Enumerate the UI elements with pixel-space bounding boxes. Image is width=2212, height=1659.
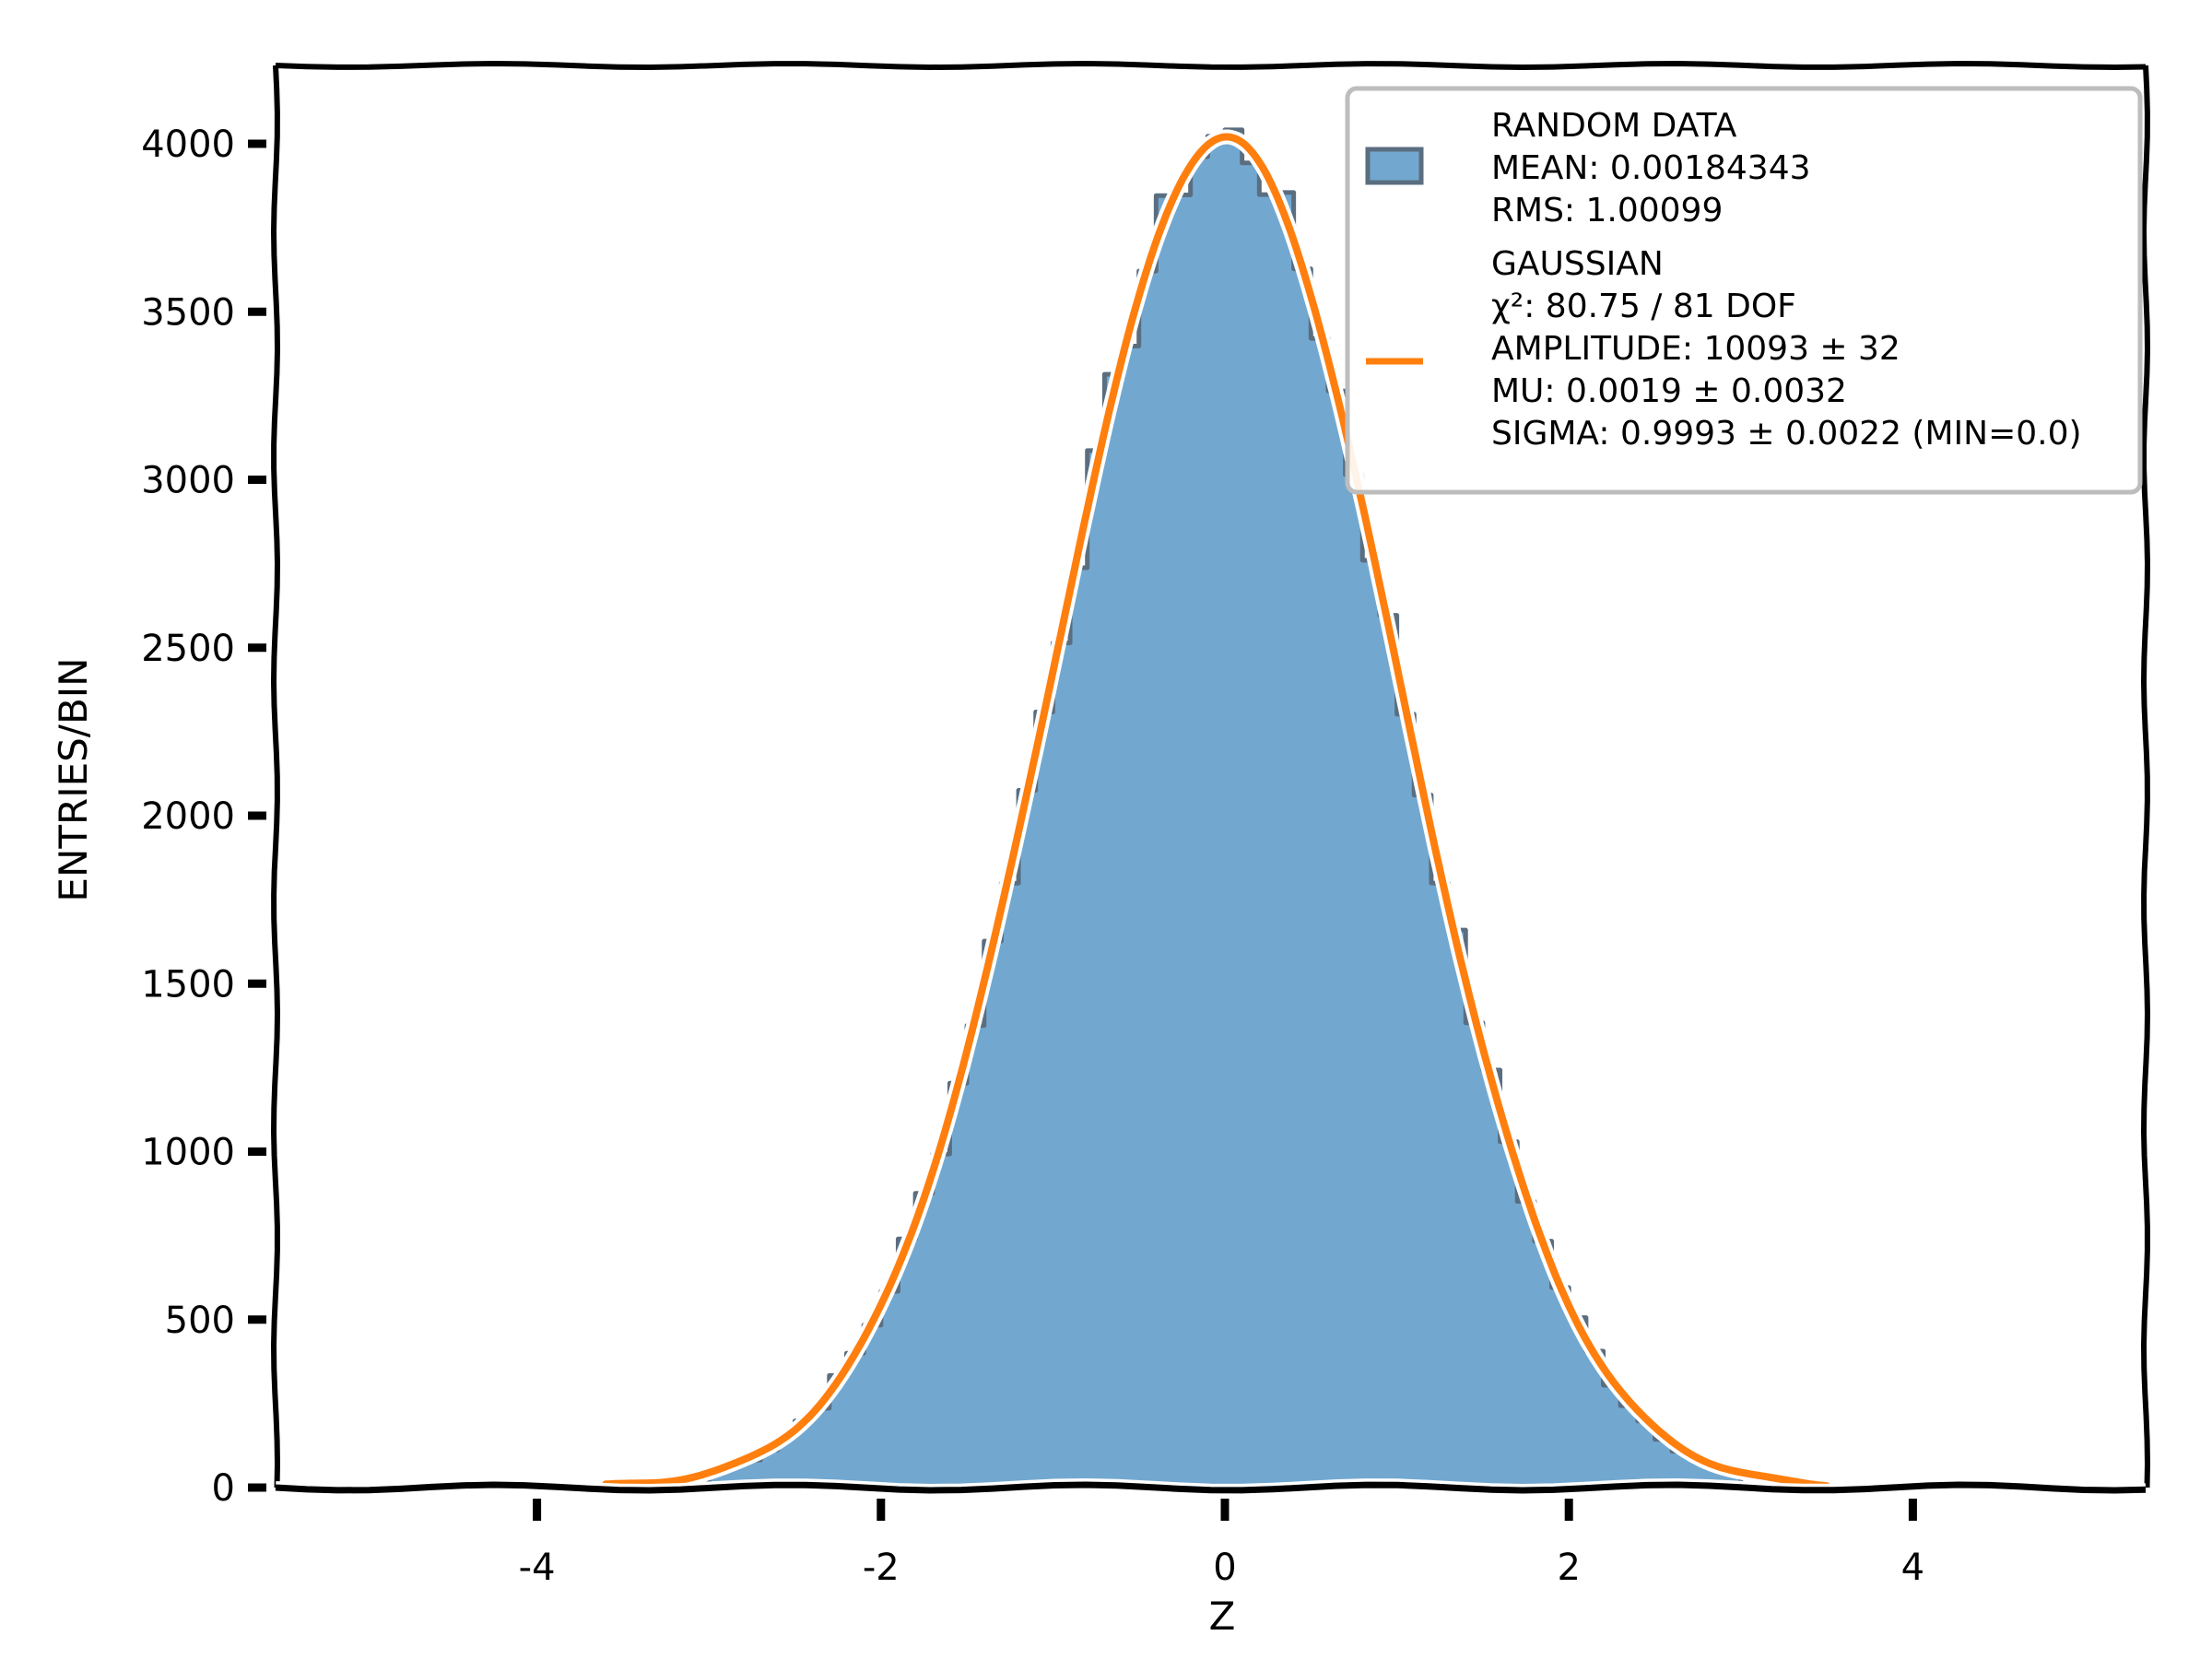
legend-label-line: SIGMA: 0.9993 ± 0.0022 (MIN=0.0)	[1491, 415, 2082, 453]
y-tick-label: 0	[212, 1467, 235, 1510]
y-tick-label: 500	[165, 1300, 235, 1342]
axis-spine-bottom	[275, 1481, 2147, 1494]
plot-area	[598, 127, 1835, 1494]
y-axis-label: ENTRIES/BIN	[51, 657, 96, 901]
legend: RANDOM DATA MEAN: 0.00184343 RMS: 1.00099 G…	[1345, 86, 2143, 495]
legend-label-line: RMS: 1.00099	[1491, 192, 1723, 229]
axis-spine-left	[270, 65, 281, 1488]
y-tick-label: 4000	[141, 124, 235, 166]
y-tick-label: 3500	[141, 291, 235, 334]
y-tick-label: 2000	[141, 795, 235, 838]
axes-frame	[270, 60, 2151, 1498]
y-tick-label: 2500	[141, 628, 235, 670]
x-tick-label: 0	[1213, 1547, 1236, 1589]
axis-spine-right	[2140, 65, 2151, 1488]
legend-label-line: MU: 0.0019 ± 0.0032	[1491, 372, 1847, 410]
y-tick-label: 1000	[141, 1132, 235, 1174]
legend-label-line: χ²: 80.75 / 81 DOF	[1491, 288, 1796, 325]
x-tick-label: 4	[1901, 1547, 1924, 1589]
x-tick-label: -4	[519, 1547, 556, 1589]
legend-label-line: GAUSSIAN	[1491, 245, 1664, 283]
gaussian-fit-curve	[602, 133, 1831, 1490]
axis-spine-top	[275, 60, 2147, 71]
legend-label-line: RANDOM DATA	[1491, 107, 1737, 145]
x-axis: -4 -2 0 2 4	[519, 1499, 1924, 1589]
y-axis: 0 500 1000 1500 2000 2500 3000 3500 4000	[141, 124, 266, 1510]
legend-label-line: AMPLITUDE: 10093 ± 32	[1491, 330, 1900, 368]
x-axis-label: Z	[1209, 1594, 1236, 1639]
legend-label-line: MEAN: 0.00184343	[1491, 149, 1811, 187]
legend-box	[1345, 86, 2143, 495]
y-tick-label: 3000	[141, 460, 235, 502]
y-tick-label: 1500	[141, 963, 235, 1006]
legend-swatch-histogram	[1365, 147, 1424, 185]
x-tick-label: 2	[1557, 1547, 1580, 1589]
x-tick-label: -2	[863, 1547, 900, 1589]
